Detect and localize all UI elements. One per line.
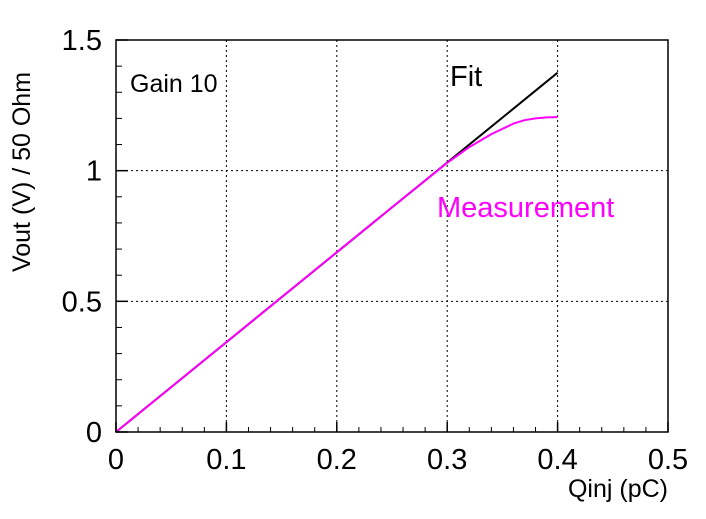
x-tick-label: 0 [108,444,124,476]
grid-layer [116,40,668,432]
x-tick-label: 0.5 [648,444,688,476]
plot-frame [115,39,669,433]
y-axis-label: Vout (V) / 50 Ohm [8,72,36,272]
annotation-measurement: Measurement [437,192,614,224]
series-layer [115,71,559,433]
annotation-gain: Gain 10 [130,70,218,98]
x-tick-label: 0.3 [427,444,467,476]
y-tick-label: 0 [86,417,102,449]
x-tick-label: 0.1 [206,444,246,476]
series-line-measurement [115,116,558,433]
x-axis-label: Qinj (pC) [568,475,668,503]
annotation-fit: Fit [450,61,482,93]
y-tick-label: 1 [86,156,102,188]
x-tick-label: 0.4 [537,444,577,476]
ticklabel-layer: 0 0.1 0.2 0.3 0.4 0.5 0 0.5 1 1.5 [62,25,688,476]
y-tick-label: 0.5 [62,286,102,318]
tick-layer [115,39,669,433]
x-tick-label: 0.2 [317,444,357,476]
y-tick-label: 1.5 [62,25,102,57]
